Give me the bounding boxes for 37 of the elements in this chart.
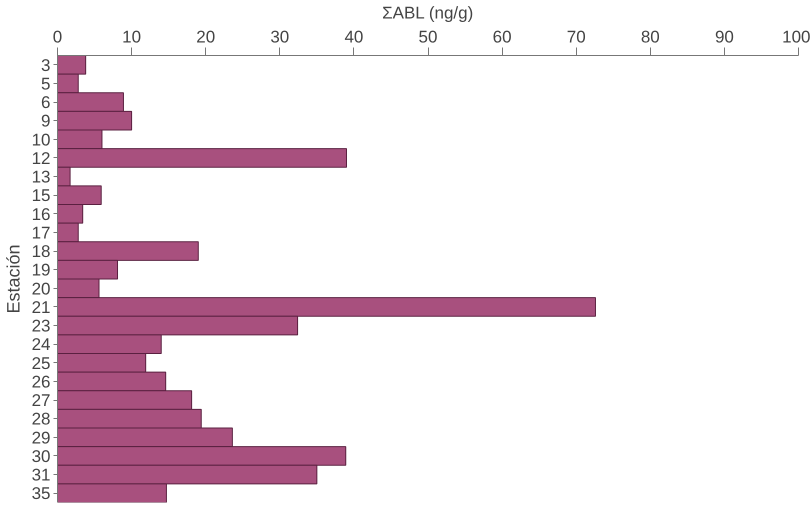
y-tick-label: 24 (32, 335, 51, 354)
y-tick-label: 6 (41, 93, 51, 112)
x-tick-label: 0 (52, 28, 62, 46)
y-tick-label: 17 (32, 223, 51, 242)
y-tick-label: 16 (32, 204, 51, 224)
y-tick-label: 21 (32, 298, 51, 317)
x-tick-label: 20 (196, 28, 216, 46)
y-tick-label: 3 (41, 56, 51, 75)
y-tick-label: 26 (32, 372, 51, 392)
y-tick-label: 30 (32, 446, 51, 466)
x-tick-label: 10 (122, 28, 142, 46)
y-tick-label: 19 (32, 260, 51, 280)
y-tick-label: 18 (32, 242, 51, 262)
y-tick-label: 29 (32, 428, 51, 448)
y-tick-label: 10 (32, 130, 51, 150)
y-tick-label: 5 (41, 74, 51, 94)
x-tick-label: 60 (492, 28, 512, 46)
x-tick-label: 70 (566, 28, 586, 46)
y-tick-label: 35 (32, 484, 51, 504)
y-tick-label: 9 (41, 112, 51, 131)
y-tick-label: 27 (32, 391, 51, 410)
y-axis-title: Estación (4, 244, 24, 314)
y-tick-label: 28 (32, 410, 51, 429)
y-tick-label: 25 (32, 354, 51, 373)
y-tick-label: 13 (32, 168, 51, 187)
x-tick-label: 30 (270, 28, 290, 46)
x-tick-label: 50 (418, 28, 438, 46)
y-tick-label: 23 (32, 316, 51, 336)
x-tick-label: 80 (640, 28, 660, 46)
x-tick-label: 40 (344, 28, 364, 46)
y-tick-label: 20 (32, 279, 51, 298)
y-tick-label: 12 (32, 148, 51, 168)
x-tick-label: 90 (714, 28, 734, 46)
x-axis-title: ΣABL (ng/g) (382, 4, 474, 22)
y-tick-label: 15 (32, 186, 51, 206)
x-tick-label: 100 (782, 28, 810, 46)
y-tick-label: 31 (32, 466, 51, 485)
